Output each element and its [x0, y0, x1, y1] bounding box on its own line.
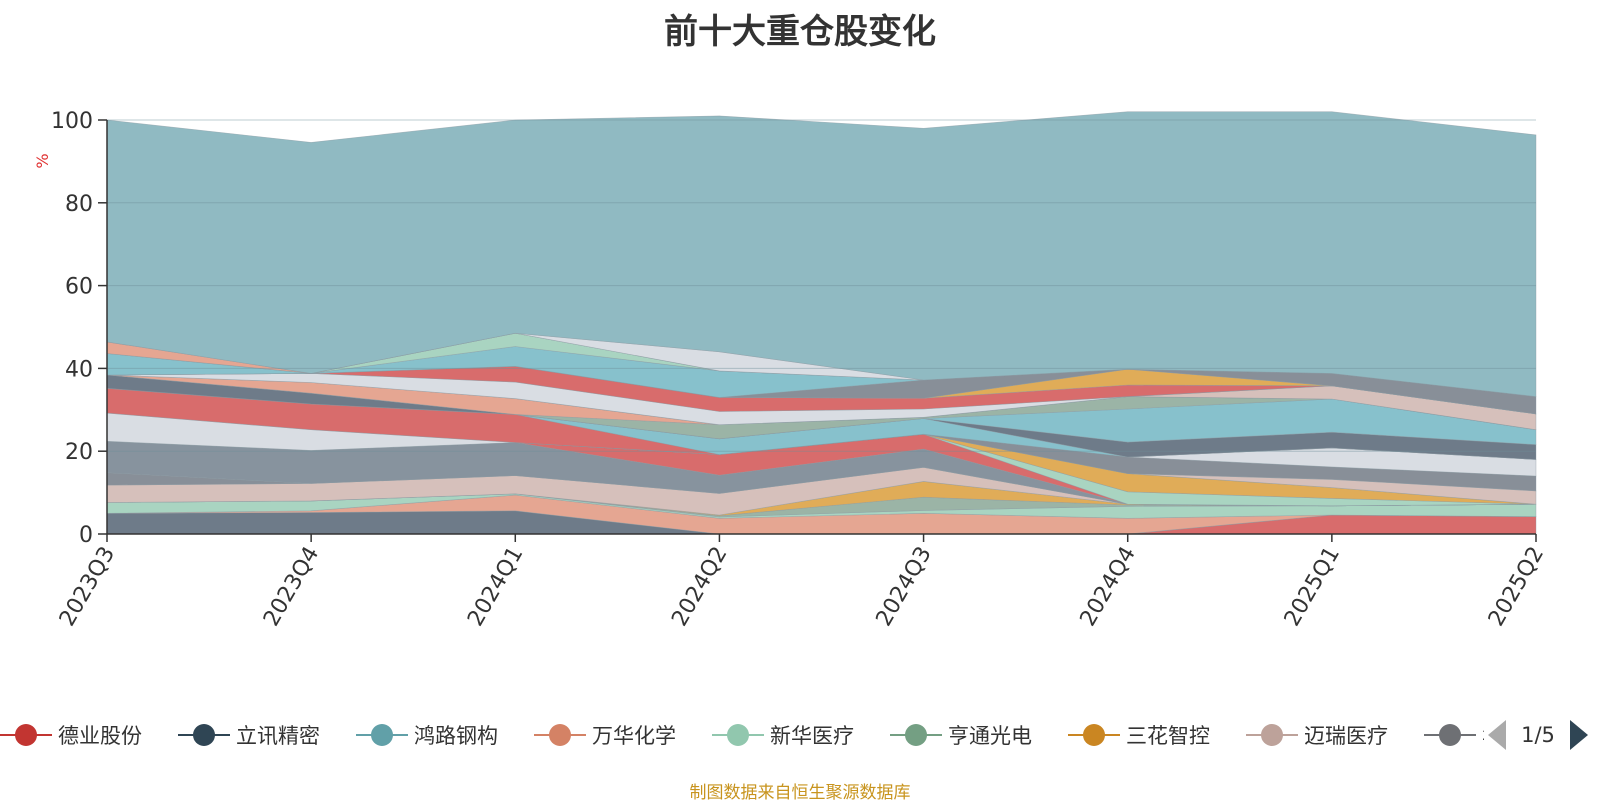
x-tick-label: 2024Q4 — [1076, 543, 1141, 631]
legend-marker-icon — [178, 718, 230, 752]
legend-label: 新华医疗 — [770, 724, 854, 748]
grid-layer — [107, 119, 1536, 452]
legend-label: 万华化学 — [592, 724, 676, 748]
legend-label: 华 — [1482, 720, 1484, 750]
x-tick-label: 2024Q2 — [667, 543, 732, 631]
stacked-area-chart: 0 20 40 60 80 100 2023Q3 2023Q4 2024Q1 2024Q2 2024… — [33, 109, 1549, 631]
x-tick-label: 2023Q4 — [259, 543, 324, 631]
y-tick-label: 80 — [65, 192, 93, 217]
legend-label: 迈瑞医疗 — [1304, 724, 1388, 748]
legend-next-arrow-icon[interactable] — [1570, 720, 1588, 750]
legend-item[interactable]: 立讯精密 — [178, 718, 320, 752]
legend-prev-arrow-icon[interactable] — [1488, 720, 1506, 750]
x-tick-label: 2024Q1 — [463, 543, 528, 631]
legend-item[interactable]: 华 — [1424, 718, 1484, 752]
x-tick-label: 2025Q2 — [1484, 543, 1549, 631]
legend-label: 立讯精密 — [236, 724, 320, 748]
legend-label: 德业股份 — [58, 724, 142, 748]
legend-item[interactable]: 三花智控 — [1068, 718, 1210, 752]
x-tick-label: 2024Q3 — [871, 543, 936, 631]
legend-marker-icon — [712, 718, 764, 752]
y-tick-label: 0 — [79, 523, 93, 548]
x-tick-label: 2025Q1 — [1280, 543, 1345, 631]
y-axis-unit-label: % — [33, 153, 52, 168]
legend-label: 鸿路钢构 — [414, 724, 498, 748]
x-tick-label: 2023Q3 — [55, 543, 120, 631]
legend-item[interactable]: 德业股份 — [0, 718, 142, 752]
y-tick-label: 60 — [65, 275, 93, 300]
legend-marker-icon — [1424, 718, 1476, 752]
legend-item[interactable]: 鸿路钢构 — [356, 718, 498, 752]
chart-title: 前十大重仓股变化 — [664, 12, 936, 52]
legend-page-indicator: 1/5 — [1521, 723, 1555, 747]
legend-item[interactable]: 万华化学 — [534, 718, 676, 752]
legend-marker-icon — [534, 718, 586, 752]
legend-marker-icon — [0, 718, 52, 752]
y-tick-label: 20 — [65, 440, 93, 465]
legend-marker-icon — [890, 718, 942, 752]
legend-marker-icon — [1068, 718, 1120, 752]
legend-viewport: 德业股份 立讯精密 鸿路钢构 万华化学 新华医疗 亨通光电 三花智控 迈瑞医疗 华 — [0, 718, 1484, 752]
legend: 德业股份 立讯精密 鸿路钢构 万华化学 新华医疗 亨通光电 三花智控 迈瑞医疗 华 1/5 — [0, 718, 1600, 752]
y-tick-label: 100 — [51, 109, 93, 134]
source-note: 制图数据来自恒生聚源数据库 — [689, 783, 911, 803]
area-band-30 — [106, 111, 1537, 397]
legend-pager: 1/5 — [1488, 718, 1600, 752]
legend-marker-icon — [356, 718, 408, 752]
legend-item[interactable]: 新华医疗 — [712, 718, 854, 752]
legend-marker-icon — [1246, 718, 1298, 752]
legend-item[interactable]: 迈瑞医疗 — [1246, 718, 1388, 752]
legend-item[interactable]: 亨通光电 — [890, 718, 1032, 752]
areas-layer — [106, 111, 1537, 535]
y-tick-label: 40 — [65, 357, 93, 382]
legend-label: 亨通光电 — [948, 724, 1032, 748]
legend-label: 三花智控 — [1126, 724, 1210, 748]
